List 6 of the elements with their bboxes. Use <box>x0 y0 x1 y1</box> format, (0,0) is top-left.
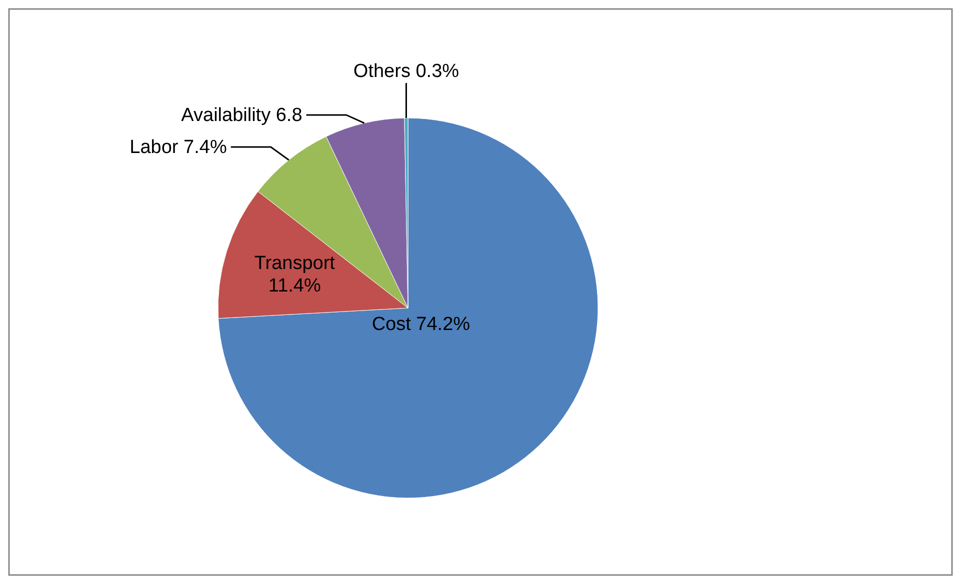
data-label: 11.4% <box>268 276 321 297</box>
slice-label: Availability 6.8 <box>181 105 302 126</box>
slice-label: Cost 74.2% <box>372 314 470 336</box>
slice-label: Labor 7.4% <box>130 137 227 158</box>
slice-label: Others 0.3% <box>353 61 460 82</box>
slice-label: Transport <box>254 252 336 274</box>
